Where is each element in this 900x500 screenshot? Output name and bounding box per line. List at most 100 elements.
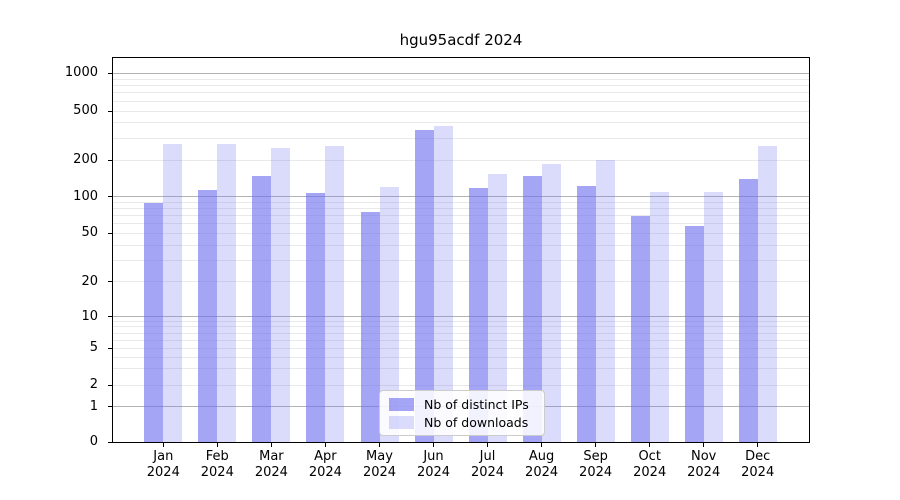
legend-label-distinct-ips: Nb of distinct IPs <box>424 396 529 412</box>
bar-downloads-may <box>379 187 399 442</box>
gridline-minor <box>113 384 809 386</box>
y-tick-label: 1 <box>89 398 98 414</box>
x-tick <box>757 443 759 447</box>
gridline-minor <box>113 208 809 209</box>
y-tick <box>108 72 113 74</box>
bar-distinct-ips-jan <box>144 203 164 442</box>
plot-area <box>112 57 810 443</box>
y-tick <box>108 110 113 112</box>
gridline-minor <box>113 332 809 334</box>
gridline-minor <box>113 137 809 139</box>
x-tick-label: Apr 2024 <box>308 449 342 480</box>
gridline-minor <box>113 215 809 216</box>
x-tick <box>270 443 272 447</box>
bar-downloads-sep <box>595 160 615 442</box>
y-tick <box>108 441 113 443</box>
gridline-minor <box>113 281 809 283</box>
gridline-minor <box>113 321 809 322</box>
y-tick-label: 20 <box>81 273 98 289</box>
x-tick-label: Jul 2024 <box>470 449 505 480</box>
gridline-minor <box>113 78 809 80</box>
bar-distinct-ips-aug <box>522 175 542 442</box>
bar-distinct-ips-dec <box>738 178 758 442</box>
y-tick-label: 100 <box>73 188 98 204</box>
y-tick <box>108 316 113 318</box>
bar-distinct-ips-nov <box>684 225 704 442</box>
y-tick-label: 5 <box>89 340 98 356</box>
bar-distinct-ips-may <box>360 211 380 442</box>
y-tick-label: 50 <box>81 225 98 241</box>
gridline-major <box>113 72 809 74</box>
legend-item-downloads: Nb of downloads <box>389 414 535 430</box>
x-tick <box>162 443 164 447</box>
legend-swatch-distinct-ips <box>389 397 414 411</box>
y-tick <box>108 347 113 349</box>
gridline-minor <box>113 244 809 246</box>
bar-downloads-jan <box>163 144 183 442</box>
y-tick-label: 500 <box>73 103 98 118</box>
y-tick <box>108 196 113 198</box>
x-tick <box>649 443 651 447</box>
x-tick <box>324 443 326 447</box>
bar-downloads-oct <box>649 191 669 442</box>
gridline-minor <box>113 326 809 328</box>
legend-item-distinct-ips: Nb of distinct IPs <box>389 396 535 412</box>
gridline-minor <box>113 159 809 161</box>
y-tick-label: 0 <box>89 434 98 449</box>
x-tick <box>541 443 543 447</box>
x-tick-label: Mar 2024 <box>254 449 288 480</box>
y-tick <box>108 232 113 234</box>
gridline-minor <box>113 122 809 124</box>
y-tick-label: 200 <box>73 152 98 167</box>
gridline-minor <box>113 356 809 358</box>
y-tick <box>108 159 113 161</box>
y-tick <box>108 406 113 408</box>
x-tick-label: Jan 2024 <box>146 449 180 480</box>
y-tick <box>108 384 113 386</box>
gridline-major <box>113 196 809 198</box>
bar-downloads-mar <box>271 148 291 442</box>
bar-downloads-feb <box>217 144 237 442</box>
x-tick-label: Sep 2024 <box>579 449 613 480</box>
gridline-minor <box>113 223 809 225</box>
x-tick <box>216 443 218 447</box>
gridline-minor <box>113 92 809 94</box>
gridline-minor <box>113 201 809 203</box>
bar-downloads-nov <box>703 191 723 442</box>
y-tick-label: 10 <box>81 308 98 324</box>
gridline-minor <box>113 259 809 261</box>
x-tick <box>379 443 380 447</box>
x-tick <box>433 443 434 447</box>
gridline-minor <box>113 100 809 102</box>
x-tick-label: Jun 2024 <box>416 449 451 480</box>
bar-distinct-ips-sep <box>576 186 596 442</box>
bar-distinct-ips-jul <box>468 187 488 442</box>
x-tick-label: Aug 2024 <box>525 449 559 480</box>
y-tick-label: 1000 <box>64 65 98 81</box>
chart-title: hgu95acdf 2024 <box>399 31 523 49</box>
bar-downloads-jul <box>487 173 507 442</box>
x-tick-label: Oct 2024 <box>633 449 667 480</box>
bar-distinct-ips-feb <box>198 190 218 442</box>
y-tick <box>108 281 113 283</box>
x-tick-label: May 2024 <box>362 449 397 480</box>
gridline-minor <box>113 232 809 234</box>
x-tick <box>595 443 597 447</box>
gridline-minor <box>113 368 809 370</box>
gridline-minor <box>113 347 809 349</box>
bar-downloads-dec <box>757 146 777 442</box>
bar-distinct-ips-apr <box>306 192 326 442</box>
x-tick-label: Dec 2024 <box>741 449 775 480</box>
x-tick <box>487 443 488 447</box>
legend-swatch-downloads <box>389 415 414 429</box>
gridline-minor <box>113 339 809 341</box>
gridline-minor <box>113 84 809 86</box>
gridline-minor <box>113 110 809 112</box>
x-tick-label: Feb 2024 <box>200 449 234 480</box>
bar-distinct-ips-mar <box>252 176 272 442</box>
bar-distinct-ips-jun <box>414 130 434 442</box>
legend-label-downloads: Nb of downloads <box>424 414 529 430</box>
gridline-major <box>113 316 809 318</box>
bar-distinct-ips-oct <box>630 216 650 442</box>
